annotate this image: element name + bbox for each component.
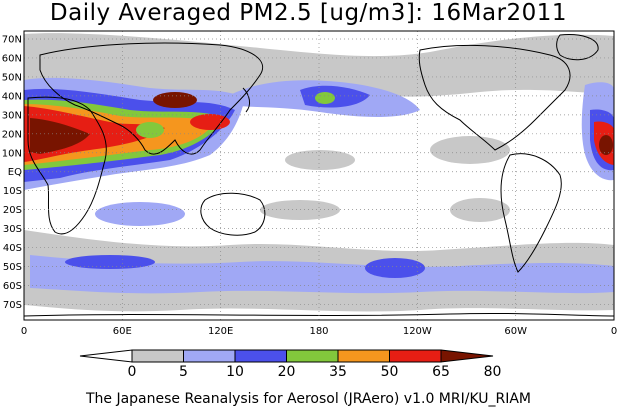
lat-label: 60N — [2, 53, 22, 64]
lat-label: 60S — [3, 281, 22, 292]
lon-label: 60E — [113, 326, 132, 337]
lon-label: 0 — [21, 326, 27, 337]
lat-label: 30N — [2, 110, 22, 121]
field-green-north-pacific — [315, 92, 335, 104]
lat-label: 40N — [2, 91, 22, 102]
lat-label: 20S — [3, 205, 22, 216]
field-darkred-atlantic — [599, 135, 613, 155]
field-grey-east-pacific — [430, 136, 510, 164]
colorbar-segment — [234, 349, 287, 363]
south-america-outline — [500, 153, 562, 273]
field-red-china — [190, 114, 230, 130]
field-grey-central-pacific — [285, 150, 355, 170]
field-darkred-sahara — [30, 118, 90, 154]
footer-credit: The Japanese Reanalysis for Aerosol (JRA… — [85, 391, 532, 407]
gridlines — [24, 31, 614, 320]
lat-label: 70S — [3, 300, 22, 311]
latitude-axis: 70N 60N 50N 40N 30N 20N 10N EQ 10S 20S 30S 40S 50S 60… — [2, 35, 22, 311]
colorbar-label: 5 — [179, 364, 188, 380]
colorbar-label: 20 — [278, 364, 296, 380]
field-blue-north-pacific — [300, 85, 370, 108]
field-lightblue-south — [30, 255, 614, 294]
lon-label: 120E — [208, 326, 233, 337]
lat-label: 10N — [2, 148, 22, 159]
colorbar-label: 35 — [329, 364, 347, 380]
colorbar-segment — [79, 349, 133, 363]
lat-label: 10S — [3, 186, 22, 197]
colorbar-segment — [337, 349, 390, 363]
lat-label: EQ — [8, 167, 22, 178]
field-green-arabia — [136, 122, 164, 138]
colorbar-label: 50 — [381, 364, 399, 380]
lon-label: 60W — [504, 326, 527, 337]
field-blue-south-pacific — [365, 258, 425, 278]
colorbar-label: 65 — [432, 364, 450, 380]
australia-outline — [200, 192, 266, 236]
lon-label: 0 — [611, 326, 617, 337]
colorbar-segment — [131, 349, 184, 363]
colorbar-label: 80 — [484, 364, 502, 380]
colorbar-label: 0 — [128, 364, 137, 380]
antarctica-outline — [23, 312, 615, 317]
colorbar-label: 10 — [226, 364, 244, 380]
field-blue-south-indian — [65, 255, 155, 269]
colorbar: 0 5 10 20 35 50 65 80 — [79, 349, 502, 380]
lat-label: 20N — [2, 129, 22, 140]
colorbar-segment — [183, 349, 236, 363]
field-darkred-gobi — [153, 92, 197, 108]
plot-frame — [23, 30, 615, 321]
lon-label: 180 — [309, 326, 328, 337]
lat-label: 40S — [3, 243, 22, 254]
lat-label: 70N — [2, 35, 22, 46]
lat-label: 50N — [2, 72, 22, 83]
lat-label: 30S — [3, 224, 22, 235]
field-grey-pacific — [260, 200, 340, 220]
longitude-axis: 0 60E 120E 180 120W 60W 0 — [21, 326, 617, 337]
colorbar-segment — [389, 349, 442, 363]
greenland-outline — [556, 34, 599, 61]
map-title: Daily Averaged PM2.5 [ug/m3]: 16Mar2011 — [49, 0, 568, 26]
field-grey-atlantic-south — [450, 198, 510, 222]
north-america-outline — [418, 44, 571, 151]
lat-label: 50S — [3, 262, 22, 273]
lon-label: 120W — [403, 326, 432, 337]
colorbar-segment — [286, 349, 339, 363]
colorbar-segment — [440, 349, 494, 363]
africa-outline — [27, 96, 107, 235]
japan-outline — [242, 87, 251, 113]
field-lightblue-indian-ocean — [95, 202, 185, 226]
